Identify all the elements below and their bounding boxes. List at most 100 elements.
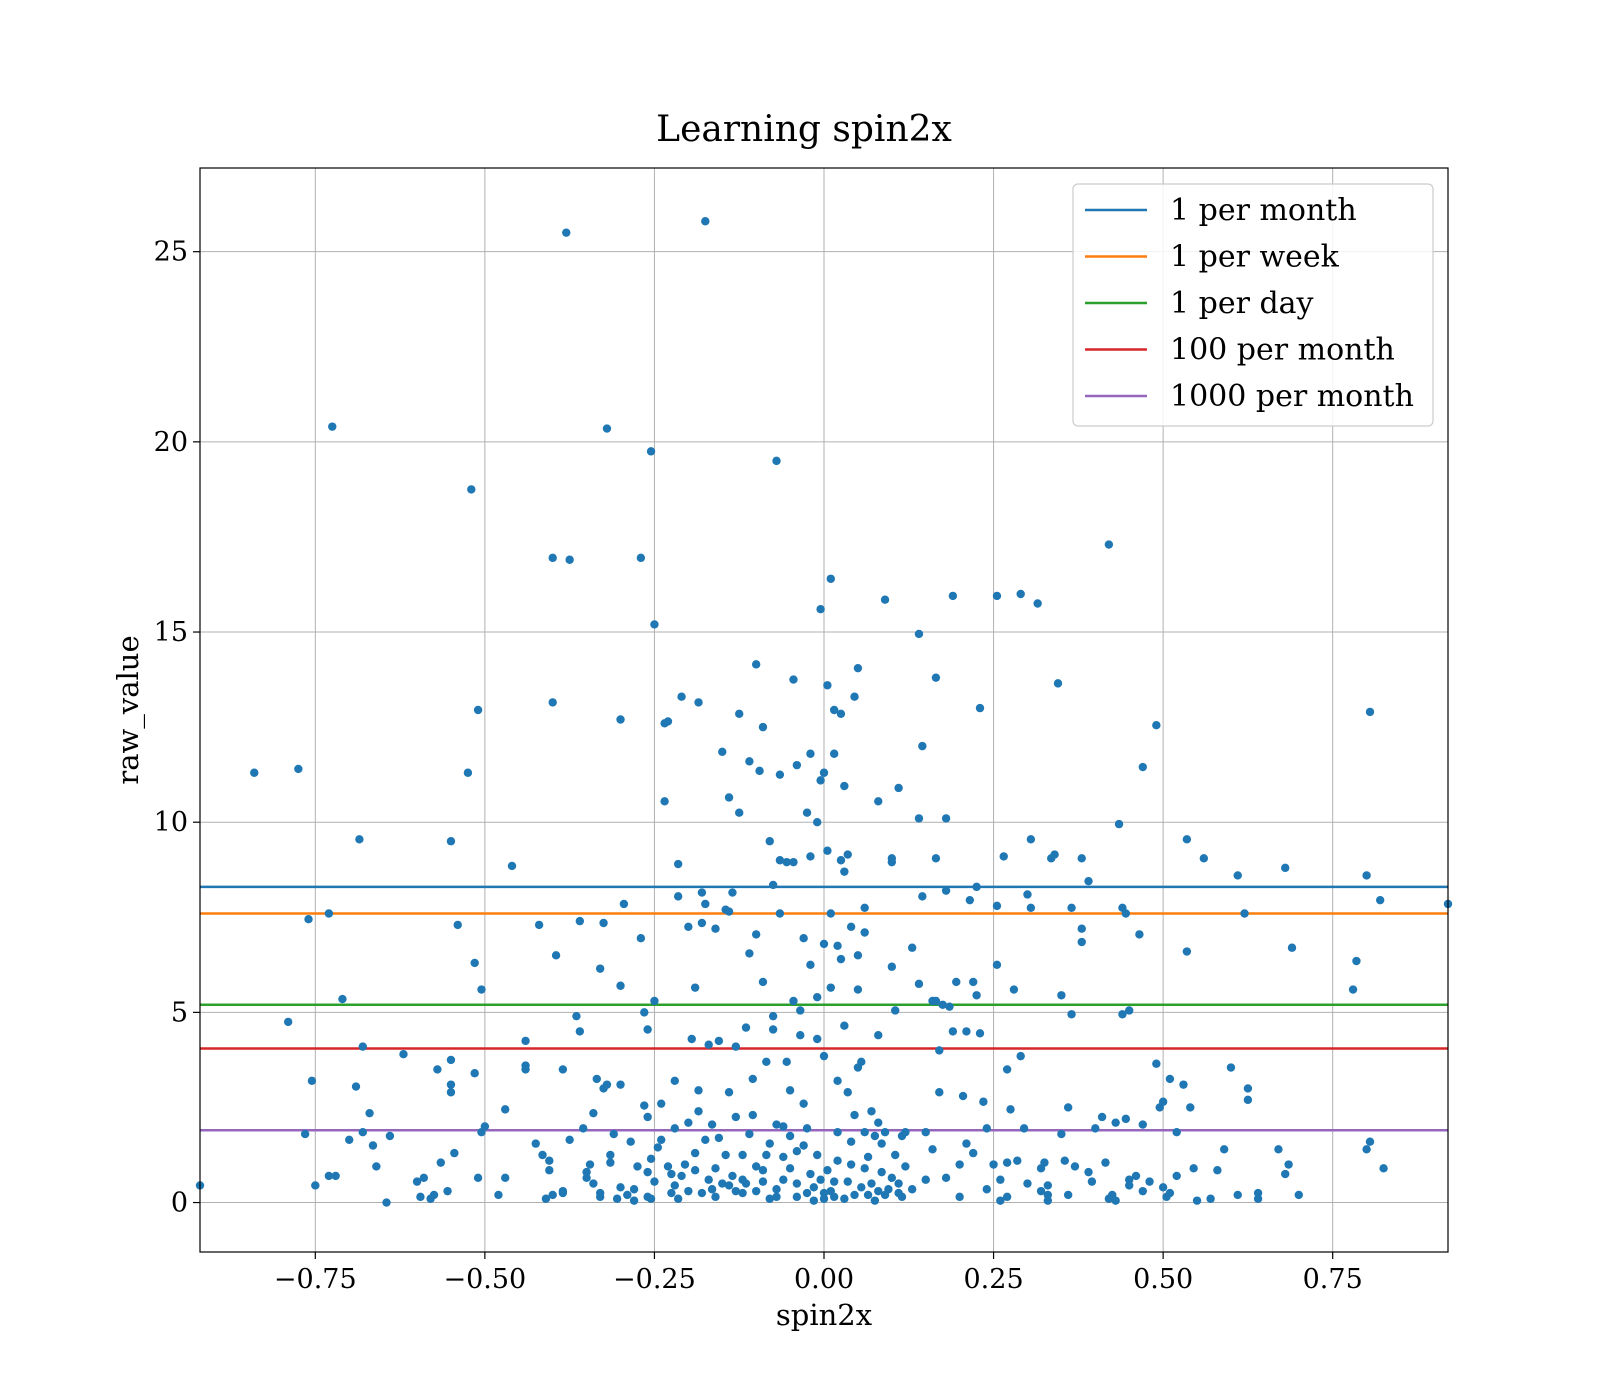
data-point: [762, 1150, 771, 1160]
data-point: [399, 1050, 408, 1059]
data-point: [724, 1088, 734, 1097]
data-point: [1111, 1118, 1120, 1127]
data-point: [1125, 1006, 1134, 1015]
data-point: [1009, 985, 1019, 994]
data-point: [982, 1124, 991, 1133]
data-point: [436, 1158, 445, 1167]
data-point: [562, 228, 571, 237]
data-point: [589, 1108, 598, 1118]
data-point: [914, 814, 924, 823]
data-point: [1243, 1095, 1253, 1105]
data-point: [809, 1196, 819, 1205]
y-tick-label: 20: [154, 427, 188, 458]
data-point: [1077, 937, 1086, 947]
data-point: [819, 1188, 829, 1198]
data-point: [894, 1188, 903, 1198]
data-point: [867, 1107, 876, 1116]
x-tick-label: −0.25: [613, 1264, 696, 1295]
data-point: [358, 1042, 367, 1051]
data-point: [853, 663, 863, 673]
x-axis-label: spin2x: [776, 1298, 872, 1332]
data-point: [768, 880, 778, 890]
data-point: [1101, 1158, 1110, 1167]
data-point: [1114, 819, 1124, 829]
data-point: [918, 892, 927, 901]
data-point: [711, 924, 720, 933]
data-point: [1043, 1181, 1053, 1190]
data-point: [473, 705, 483, 715]
data-point: [1121, 1114, 1131, 1124]
data-point: [775, 856, 785, 865]
data-point: [534, 920, 544, 930]
data-point: [609, 1129, 618, 1139]
data-point: [606, 1150, 615, 1160]
data-point: [429, 1190, 439, 1200]
data-point: [1053, 679, 1063, 688]
data-point: [975, 1029, 985, 1038]
data-point: [558, 1188, 568, 1198]
data-point: [592, 1074, 601, 1084]
data-point: [833, 1076, 842, 1086]
data-point: [850, 1190, 859, 1200]
data-point: [928, 1145, 937, 1154]
data-point: [748, 1074, 757, 1084]
data-point: [799, 934, 808, 943]
data-point: [870, 1196, 880, 1205]
data-point: [629, 1185, 639, 1194]
data-point: [643, 1167, 652, 1177]
data-point: [843, 1177, 852, 1186]
data-point: [887, 962, 897, 971]
data-point: [880, 1127, 890, 1137]
data-point: [714, 1133, 724, 1143]
data-point: [1158, 1097, 1168, 1106]
data-point: [992, 591, 1002, 601]
data-point: [446, 1088, 456, 1097]
data-point: [735, 709, 744, 719]
data-point: [602, 424, 612, 433]
data-point: [673, 859, 683, 869]
data-point: [816, 605, 825, 614]
data-point: [629, 1196, 639, 1205]
data-point: [1352, 956, 1361, 966]
data-point: [1199, 854, 1209, 863]
data-point: [324, 1171, 334, 1181]
y-tick-label: 5: [171, 997, 188, 1028]
data-point: [538, 1150, 547, 1160]
data-point: [806, 1169, 815, 1179]
data-point: [846, 1160, 856, 1169]
data-point: [501, 1105, 510, 1114]
data-point: [548, 698, 557, 707]
data-point: [1226, 1063, 1236, 1072]
data-point: [1067, 1010, 1076, 1019]
data-point: [1125, 1181, 1134, 1190]
data-point: [914, 979, 924, 989]
data-point: [419, 1173, 429, 1183]
data-point: [1379, 1164, 1388, 1173]
data-point: [758, 722, 768, 732]
data-point: [633, 1162, 642, 1171]
data-point: [1281, 863, 1290, 873]
data-point: [870, 1131, 880, 1141]
data-point: [813, 818, 822, 827]
data-point: [694, 1107, 703, 1116]
data-point: [816, 776, 825, 785]
data-point: [294, 764, 303, 774]
data-point: [792, 1147, 802, 1156]
data-point: [880, 1190, 890, 1200]
data-point: [657, 1099, 666, 1108]
data-point: [887, 1173, 897, 1183]
legend-entry: 100 per month: [1170, 333, 1395, 368]
data-point: [745, 949, 754, 958]
data-point: [1365, 1137, 1375, 1146]
data-point: [677, 692, 686, 701]
data-point: [975, 703, 985, 713]
data-point: [1118, 1010, 1127, 1019]
data-point: [1077, 924, 1086, 933]
data-point: [901, 1162, 910, 1171]
data-point: [718, 1179, 727, 1188]
data-point: [646, 447, 656, 456]
y-tick-label: 10: [154, 807, 188, 838]
data-point: [697, 1188, 707, 1198]
data-point: [833, 1127, 842, 1137]
data-point: [673, 892, 683, 901]
